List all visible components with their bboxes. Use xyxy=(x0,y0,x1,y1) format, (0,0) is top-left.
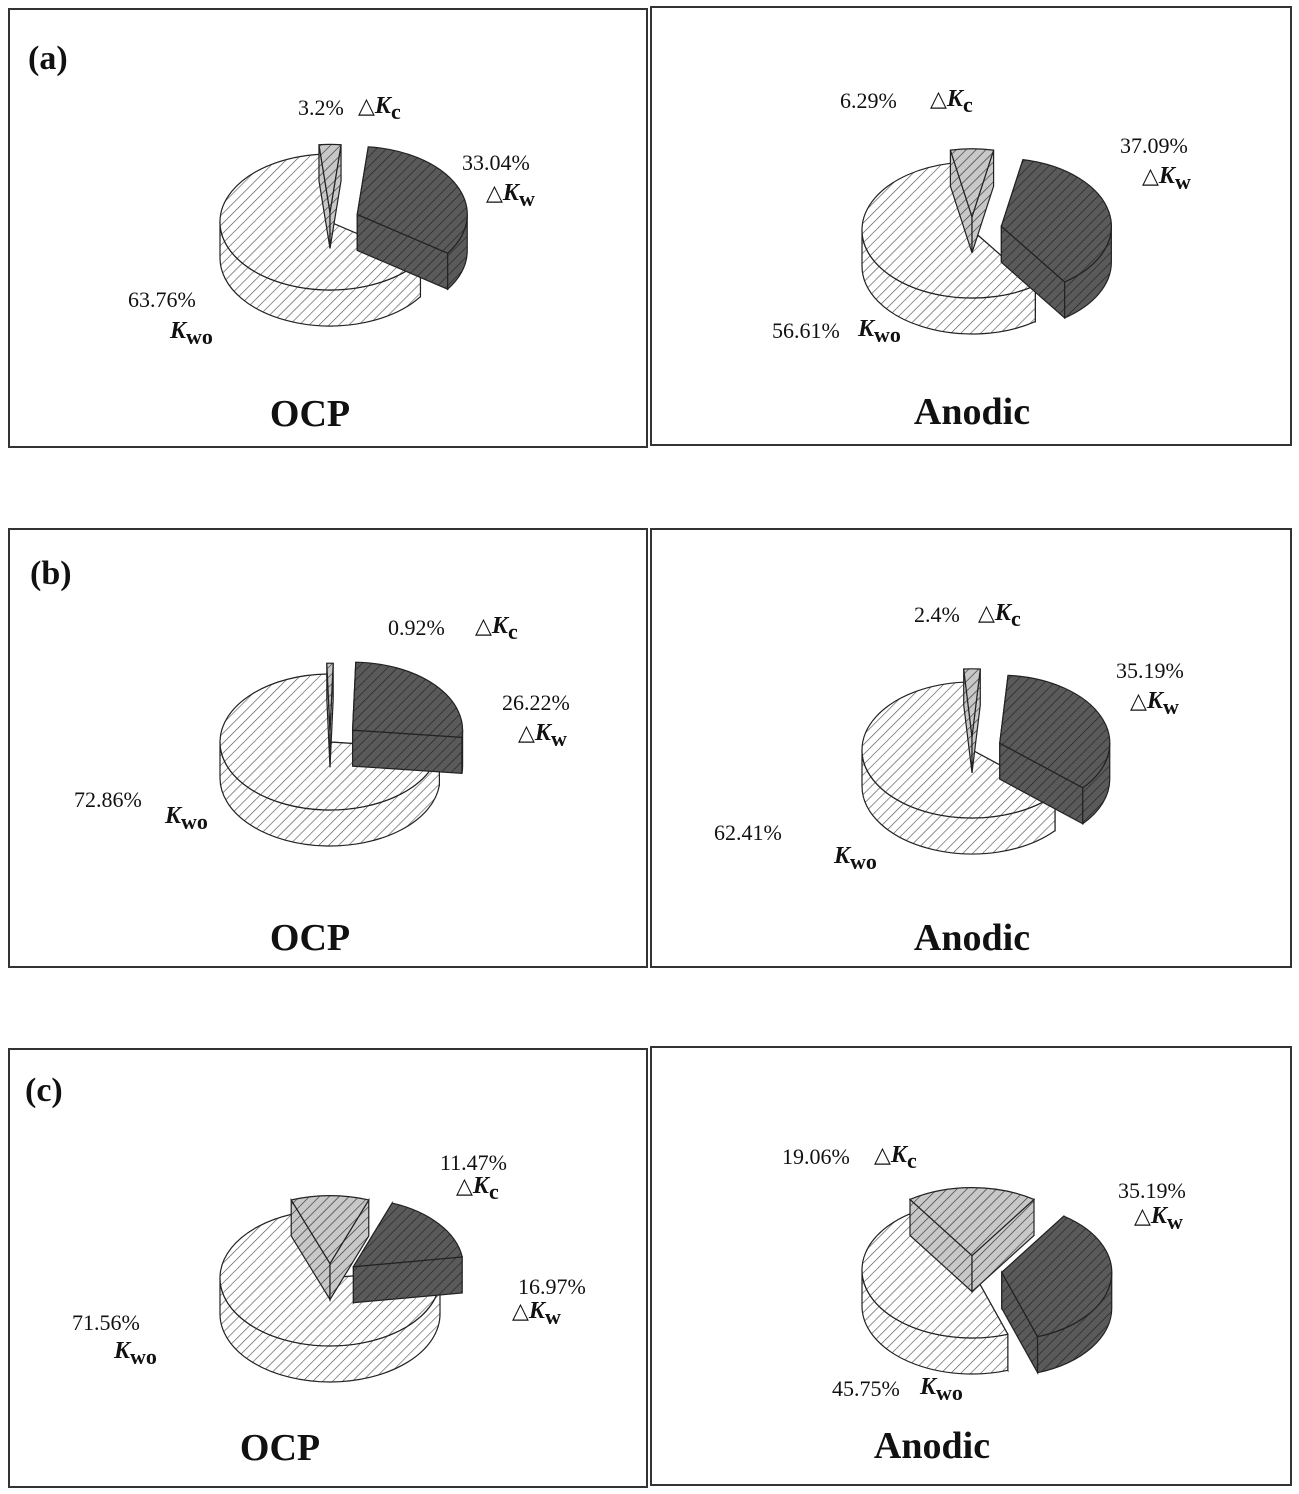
slice-name-label: △Kc xyxy=(874,1142,917,1173)
pie-chart xyxy=(861,1187,1113,1375)
pie-slice-kw xyxy=(352,1200,463,1305)
slice-name-label: Kwo xyxy=(114,1338,157,1369)
slice-value-label: 3.2% xyxy=(298,95,344,120)
slice-name-label: △Kc xyxy=(978,600,1021,631)
pie-slice-kc xyxy=(949,148,995,253)
pie-slice-kc xyxy=(908,1187,1036,1293)
slice-name-label: △Kw xyxy=(1142,163,1191,194)
panel-title: Anodic xyxy=(873,1425,991,1467)
pie-slice-kc xyxy=(290,1195,370,1302)
slice-value-label: 19.06% xyxy=(782,1144,850,1169)
pie-chart xyxy=(861,148,1112,335)
slice-value-label: 63.76% xyxy=(128,287,196,312)
slice-value-label: 35.19% xyxy=(1116,658,1184,683)
slice-value-label: 56.61% xyxy=(772,318,840,343)
slice-name-label: △Kc xyxy=(930,86,973,117)
pie-slice-kc xyxy=(318,143,342,249)
slice-value-label: 72.86% xyxy=(74,787,142,812)
slice-value-label: 62.41% xyxy=(714,820,782,845)
pie-chart xyxy=(219,143,468,327)
slice-value-label: 11.47% xyxy=(440,1150,508,1175)
pie-slice-kc xyxy=(326,662,334,768)
panel-title: OCP xyxy=(269,393,351,435)
slice-name-label: Kwo xyxy=(834,843,877,874)
pie-panel: Anodic 19.06% △Kc 35.19% △Kw 45.75% Kwo xyxy=(650,1046,1292,1486)
panel-title: OCP xyxy=(269,917,351,959)
slice-name-label: △Kc xyxy=(358,93,401,124)
panel-label: (a) xyxy=(28,40,68,77)
pie-chart xyxy=(219,1195,463,1383)
pie-slice-kc xyxy=(963,668,981,773)
pie-slice-kw xyxy=(1000,1214,1113,1375)
slice-name-label: △Kw xyxy=(512,1298,561,1329)
slice-value-label: 26.22% xyxy=(502,690,570,715)
slice-name-label: Kwo xyxy=(165,803,208,834)
panel-title: OCP xyxy=(239,1427,321,1469)
slice-value-label: 35.19% xyxy=(1118,1178,1186,1203)
slice-value-label: 37.09% xyxy=(1120,133,1188,158)
pie-slice-kw xyxy=(999,674,1111,825)
pie-slice-kwo xyxy=(861,162,1037,335)
slice-value-label: 2.4% xyxy=(914,602,960,627)
pie-slice-kw xyxy=(1000,158,1112,320)
slice-name-label: Kwo xyxy=(170,318,213,349)
panel-title: Anodic xyxy=(913,917,1031,959)
slice-name-label: △Kw xyxy=(486,180,535,211)
slice-value-label: 6.29% xyxy=(840,88,897,113)
slice-name-label: Kwo xyxy=(858,316,901,347)
pie-panel: Anodic 2.4% △Kc 35.19% △Kw 62.41% Kwo xyxy=(650,528,1292,968)
slice-value-label: 33.04% xyxy=(462,150,530,175)
pie-panel: (b) OCP 0.92% △Kc 26.22% △Kw 72.86% Kwo xyxy=(8,528,648,968)
pie-panel: (a) OCP 3.2% △Kc 33.04% △Kw 63.76% Kwo xyxy=(8,8,648,448)
slice-name-label: △Kw xyxy=(1134,1203,1183,1234)
pie-slice-kw xyxy=(356,146,468,291)
slice-name-label: △Kw xyxy=(518,720,567,751)
slice-name-label: △Kc xyxy=(456,1173,499,1204)
slice-value-label: 71.56% xyxy=(72,1310,140,1335)
slice-name-label: △Kw xyxy=(1130,688,1179,719)
pie-slice-kw xyxy=(351,661,464,774)
slice-name-label: △Kc xyxy=(475,613,518,644)
panel-label: (c) xyxy=(25,1072,63,1109)
pie-panel: (c) OCP 11.47% △Kc 16.97% △Kw 71.56% Kwo xyxy=(8,1048,648,1488)
pie-panel: Anodic 6.29% △Kc 37.09% △Kw 56.61% Kwo xyxy=(650,6,1292,446)
slice-value-label: 0.92% xyxy=(388,615,445,640)
panel-title: Anodic xyxy=(913,391,1031,433)
slice-value-label: 45.75% xyxy=(832,1376,900,1401)
pie-chart xyxy=(219,661,464,847)
slice-name-label: Kwo xyxy=(920,1374,963,1405)
pie-chart xyxy=(861,668,1111,855)
panel-label: (b) xyxy=(30,555,72,592)
slice-value-label: 16.97% xyxy=(518,1274,586,1299)
